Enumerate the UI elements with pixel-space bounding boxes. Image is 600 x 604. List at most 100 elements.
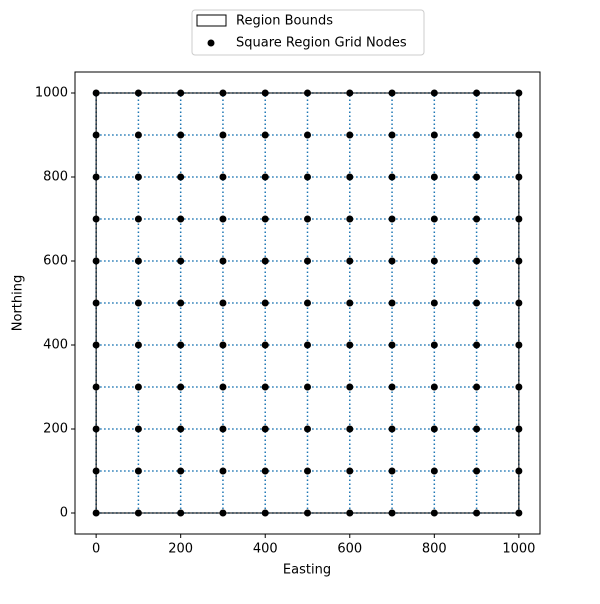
y-tick-label: 600 (43, 254, 68, 269)
grid-node (92, 173, 100, 181)
grid-node (261, 131, 269, 139)
grid-node (304, 131, 311, 139)
grid-node (219, 173, 227, 181)
grid-node (177, 131, 185, 139)
grid-node (177, 509, 185, 517)
grid-node (430, 425, 438, 433)
grid-node (92, 299, 100, 307)
grid-node (177, 257, 185, 265)
grid-node (346, 215, 354, 223)
grid-node (304, 467, 311, 475)
y-tick-label: 800 (43, 170, 68, 185)
x-tick-label: 600 (337, 542, 362, 557)
grid-node (219, 215, 227, 223)
grid-node (346, 173, 354, 181)
grid-node (92, 89, 100, 97)
grid-node (92, 467, 100, 475)
grid-node (515, 467, 523, 475)
grid-node (304, 341, 311, 349)
grid-node (388, 299, 396, 307)
grid-node (346, 383, 354, 391)
grid-node (515, 299, 523, 307)
grid-node (430, 383, 438, 391)
grid-node (177, 341, 185, 349)
grid-node (177, 215, 185, 223)
grid-node (515, 425, 523, 433)
grid-node (219, 299, 227, 307)
x-tick-label: 1000 (502, 542, 535, 557)
grid-node (92, 215, 100, 223)
grid-node (304, 383, 311, 391)
grid-node (430, 89, 438, 97)
legend-label: Region Bounds (236, 14, 333, 29)
grid-node (473, 509, 481, 517)
grid-node (219, 467, 227, 475)
grid-node (92, 425, 100, 433)
grid-node (177, 89, 185, 97)
grid-node (134, 257, 142, 265)
grid-node (219, 257, 227, 265)
plot-frame (74, 71, 541, 535)
grid-node (430, 257, 438, 265)
grid-node (261, 299, 269, 307)
grid-node (346, 509, 354, 517)
grid-node (346, 257, 354, 265)
grid-node (219, 341, 227, 349)
grid-node (261, 173, 269, 181)
grid-node (473, 425, 481, 433)
y-tick-label: 0 (60, 506, 68, 521)
grid-node (134, 299, 142, 307)
grid-node (515, 215, 523, 223)
grid-node (304, 173, 311, 181)
grid-node (388, 257, 396, 265)
grid-node (92, 131, 100, 139)
x-axis-label: Easting (283, 563, 331, 578)
grid-node (134, 341, 142, 349)
grid-node (515, 257, 523, 265)
grid-node (473, 257, 481, 265)
grid-node (92, 257, 100, 265)
legend-patch (196, 14, 227, 27)
grid-node (515, 509, 523, 517)
grid-node (177, 467, 185, 475)
grid-node (219, 425, 227, 433)
grid-node (515, 89, 523, 97)
grid-node (473, 299, 481, 307)
grid-node (388, 425, 396, 433)
grid-node (134, 467, 142, 475)
grid-node (388, 383, 396, 391)
y-tick-label: 200 (43, 422, 68, 437)
grid-node (261, 215, 269, 223)
grid-node (430, 131, 438, 139)
grid-node (346, 89, 354, 97)
grid-node (388, 215, 396, 223)
grid-node (473, 173, 481, 181)
grid-node (515, 341, 523, 349)
grid-node (134, 509, 142, 517)
grid-node (346, 341, 354, 349)
grid-node (304, 425, 311, 433)
grid-node (304, 299, 311, 307)
grid-node (430, 299, 438, 307)
grid-node (261, 89, 269, 97)
grid-node (261, 341, 269, 349)
grid-node (134, 215, 142, 223)
grid-node (388, 89, 396, 97)
grid-node (261, 257, 269, 265)
grid-node (304, 257, 311, 265)
grid-node (134, 131, 142, 139)
x-tick-label: 200 (168, 542, 193, 557)
grid-node (346, 131, 354, 139)
grid-node (473, 89, 481, 97)
grid-node (388, 341, 396, 349)
grid-node (304, 215, 311, 223)
grid-node (430, 509, 438, 517)
x-tick-label: 800 (422, 542, 447, 557)
grid-node (219, 509, 227, 517)
grid-node (388, 173, 396, 181)
grid-node (346, 467, 354, 475)
grid-node (177, 299, 185, 307)
x-tick-label: 0 (92, 542, 100, 557)
grid-node (134, 173, 142, 181)
